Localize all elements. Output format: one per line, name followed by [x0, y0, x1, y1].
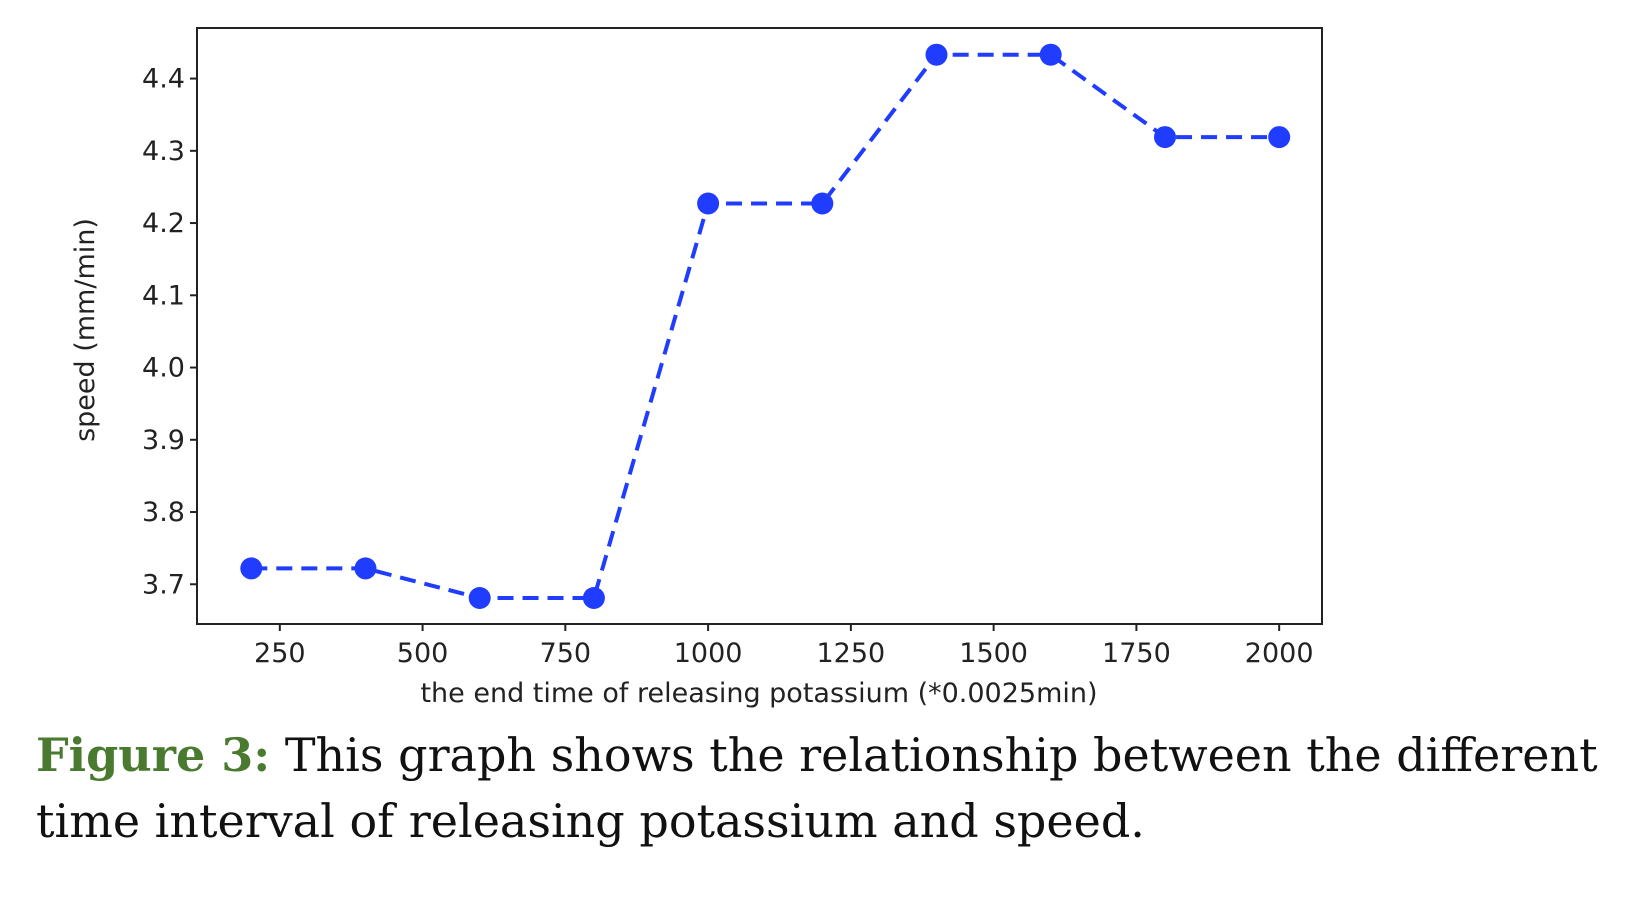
x-tick-label: 1000: [674, 638, 743, 669]
data-point: [1268, 126, 1291, 149]
y-tick-label: 4.2: [142, 208, 185, 239]
figure-caption: Figure 3: This graph shows the relations…: [36, 722, 1616, 854]
y-axis-label: speed (mm/min): [70, 218, 101, 442]
y-tick-label: 4.0: [142, 353, 185, 384]
x-tick-label: 500: [397, 638, 449, 669]
x-tick-label: 1750: [1102, 638, 1171, 669]
data-point: [240, 557, 263, 580]
y-tick-label: 3.9: [142, 425, 185, 456]
caption-label: Figure 3:: [36, 728, 271, 782]
x-tick-label: 250: [254, 638, 306, 669]
caption-text: This graph shows the relationship betwee…: [36, 728, 1598, 848]
x-tick-label: 2000: [1245, 638, 1314, 669]
y-axis-ticks: 3.7 3.8 3.9 4.0 4.1 4.2 4.3 4.4: [142, 64, 197, 600]
x-axis-label: the end time of releasing potassium (*0.…: [420, 678, 1097, 709]
data-point: [925, 43, 948, 66]
data-point: [468, 587, 491, 609]
y-tick-label: 4.1: [142, 280, 185, 311]
data-point: [582, 587, 605, 609]
series-line: [251, 52, 1280, 600]
y-tick-label: 3.7: [142, 569, 185, 600]
data-point: [1039, 43, 1062, 66]
plot-frame: [196, 27, 1323, 625]
data-point: [697, 192, 720, 215]
line-chart: 250 500 750 1000 1250 1500 1750 2000 3.7 3.8 3.9 4…: [70, 27, 1323, 709]
y-tick-label: 4.3: [142, 136, 185, 167]
y-tick-label: 3.8: [142, 497, 185, 528]
data-point: [354, 557, 377, 580]
x-tick-label: 750: [540, 638, 592, 669]
data-point: [1154, 126, 1176, 149]
x-axis-ticks: 250 500 750 1000 1250 1500 1750 2000: [254, 624, 1314, 669]
x-tick-label: 1250: [817, 638, 886, 669]
x-tick-label: 1500: [959, 638, 1028, 669]
y-tick-label: 4.4: [142, 64, 185, 95]
data-point: [811, 192, 834, 215]
plot-area: [196, 27, 1323, 625]
data-markers: [240, 43, 1291, 609]
